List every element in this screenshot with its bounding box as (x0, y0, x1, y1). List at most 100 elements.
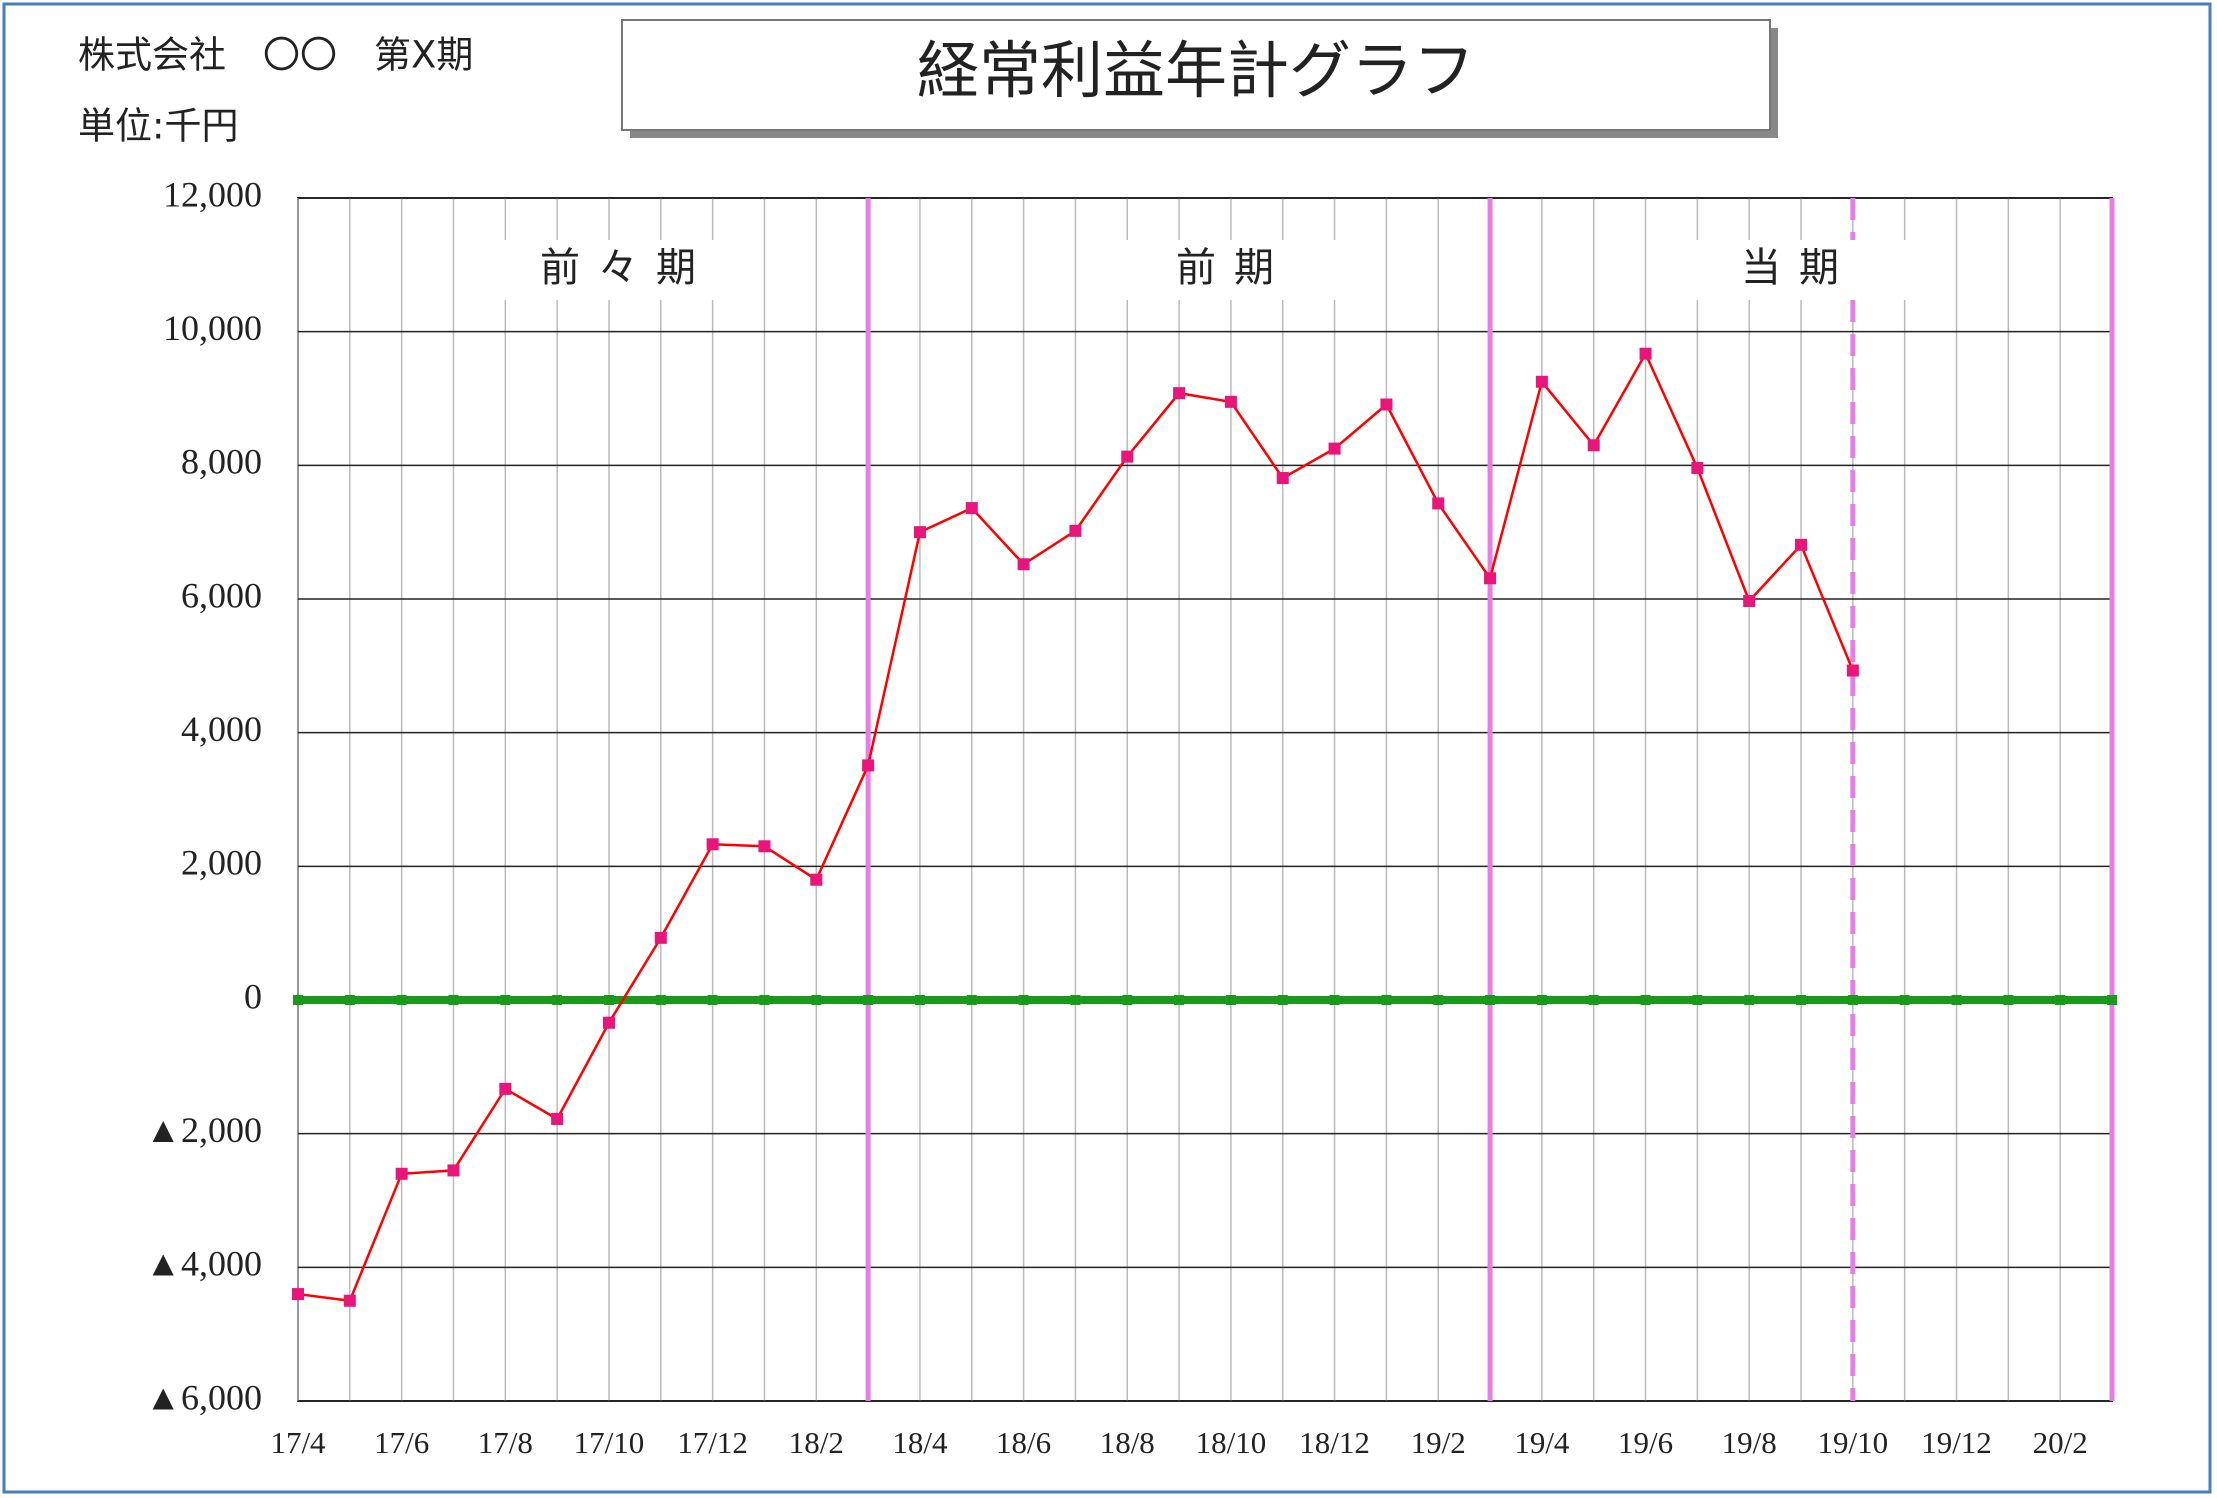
marker (862, 759, 875, 772)
marker (1017, 558, 1030, 571)
plot-area (297, 197, 2113, 1402)
marker (551, 1112, 564, 1125)
marker (1380, 398, 1393, 411)
y-tick-label: ▲2,000 (145, 1110, 262, 1150)
marker (1639, 347, 1652, 360)
marker (1484, 572, 1497, 585)
x-tick-label: 17/4 (270, 1425, 326, 1460)
marker (1173, 387, 1186, 400)
y-tick-label: 10,000 (163, 308, 262, 348)
x-tick-label: 19/8 (1722, 1425, 1777, 1460)
annotation: 前々期 (540, 245, 714, 291)
x-tick-label: 18/6 (996, 1425, 1051, 1460)
x-tick-label: 19/4 (1514, 1425, 1570, 1460)
marker (602, 1016, 615, 1029)
zero-marker (1225, 995, 1236, 1005)
x-tick-label: 18/2 (789, 1425, 844, 1460)
y-tick-label: ▲4,000 (145, 1244, 262, 1284)
zero-marker (759, 995, 770, 1005)
zero-marker (603, 995, 614, 1005)
marker (343, 1294, 356, 1307)
x-tick-label: 17/10 (574, 1425, 645, 1460)
marker (706, 838, 719, 851)
x-tick-label: 18/8 (1100, 1425, 1155, 1460)
title-box (621, 19, 1771, 131)
annotation-bg (498, 240, 738, 300)
y-tick-label: 8,000 (181, 442, 262, 482)
x-tick-label: 19/2 (1411, 1425, 1466, 1460)
zero-marker (344, 995, 355, 1005)
y-tick-label: 12,000 (163, 174, 262, 214)
zero-marker (1692, 995, 1703, 1005)
unit: 単位:千円 (78, 105, 238, 148)
zero-marker (1951, 995, 1962, 1005)
marker (1224, 395, 1237, 408)
zero-marker (707, 995, 718, 1005)
marker (1846, 664, 1859, 677)
marker (1328, 442, 1341, 455)
x-tick-label: 19/12 (1921, 1425, 1992, 1460)
zero-marker (1277, 995, 1288, 1005)
zero-marker (293, 995, 303, 1005)
zero-marker (1744, 995, 1755, 1005)
marker (758, 840, 771, 853)
x-tick-label: 18/12 (1299, 1425, 1370, 1460)
annotation: 当期 (1741, 245, 1857, 291)
zero-marker (1329, 995, 1340, 1005)
marker (965, 502, 978, 515)
marker (1121, 450, 1134, 463)
x-tick-label: 18/4 (892, 1425, 948, 1460)
x-tick-label: 18/10 (1196, 1425, 1267, 1460)
zero-marker (1433, 995, 1444, 1005)
marker (499, 1082, 512, 1095)
marker (1795, 538, 1808, 551)
zero-marker (655, 995, 666, 1005)
marker (395, 1167, 408, 1180)
x-tick-label: 17/6 (374, 1425, 429, 1460)
zero-marker (1536, 995, 1547, 1005)
marker (1587, 439, 1600, 452)
x-tick-label: 20/2 (2033, 1425, 2088, 1460)
zero-marker (552, 995, 563, 1005)
zero-marker (1485, 995, 1496, 1005)
marker (1743, 595, 1756, 608)
zero-marker (2003, 995, 2014, 1005)
marker (1069, 524, 1082, 537)
chart-title: 経常利益年計グラフ (917, 34, 1475, 107)
marker (1276, 472, 1289, 485)
zero-marker (1018, 995, 1029, 1005)
zero-marker (1847, 995, 1858, 1005)
marker (1691, 462, 1704, 475)
zero-marker (811, 995, 822, 1005)
zero-marker (1588, 995, 1599, 1005)
marker (913, 526, 926, 539)
zero-marker (1640, 995, 1651, 1005)
zero-marker (1122, 995, 1133, 1005)
zero-marker (914, 995, 925, 1005)
zero-marker (1381, 995, 1392, 1005)
x-tick-label: 19/10 (1818, 1425, 1889, 1460)
y-tick-label: 4,000 (181, 709, 262, 749)
zero-marker (1174, 995, 1185, 1005)
zero-marker (396, 995, 407, 1005)
y-tick-label: 6,000 (181, 575, 262, 615)
company: 株式会社 〇〇 第X期 (78, 34, 473, 77)
annotation-bg (1105, 240, 1345, 300)
zero-marker (1899, 995, 1910, 1005)
marker (810, 873, 823, 886)
zero-marker (448, 995, 459, 1005)
marker (1432, 497, 1445, 510)
x-tick-label: 19/6 (1618, 1425, 1673, 1460)
zero-marker (2055, 995, 2066, 1005)
zero-marker (500, 995, 511, 1005)
x-tick-label: 17/8 (478, 1425, 533, 1460)
annotation-bg (1670, 240, 1910, 300)
zero-marker (1070, 995, 1081, 1005)
y-tick-label: ▲6,000 (145, 1377, 262, 1417)
zero-marker (966, 995, 977, 1005)
zero-marker (863, 995, 874, 1005)
marker (292, 1288, 304, 1301)
y-tick-label: 2,000 (181, 843, 262, 883)
y-tick-label: 0 (244, 976, 262, 1016)
